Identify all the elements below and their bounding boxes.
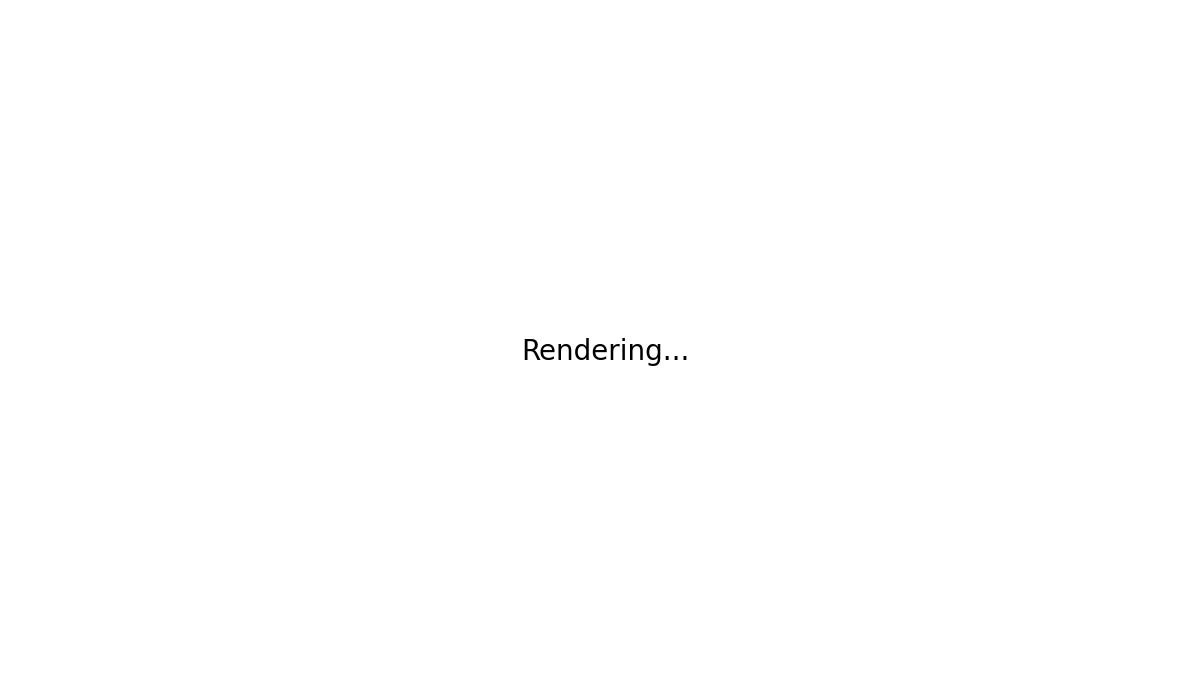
- Text: Rendering...: Rendering...: [521, 339, 690, 366]
